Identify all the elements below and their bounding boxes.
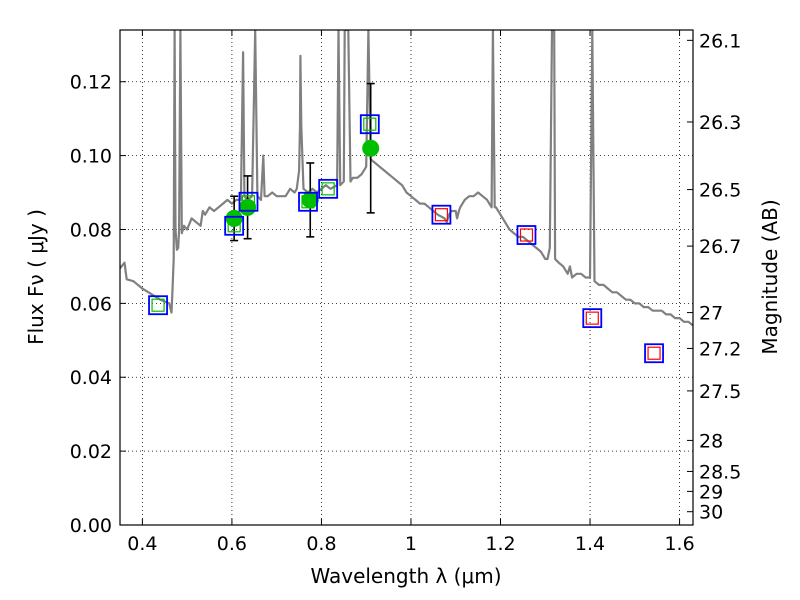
y-tick-label: 0.06 [70,293,112,315]
mag-tick-label: 29 [699,481,723,503]
y-tick-label: 0.00 [70,515,112,537]
grid [120,30,693,526]
mag-tick-label: 28 [699,430,723,452]
model-photometry-square [359,114,380,135]
x-tick-label: 1.4 [575,533,605,555]
model-photometry-square [431,204,452,225]
model-photometry-inner [151,298,165,312]
y2-axis-title: Magnitude (AB) [758,199,782,354]
model-photometry-square [238,191,259,212]
mag-tick-label: 26.1 [699,30,741,52]
model-photometry-inner [585,311,599,325]
y-tick-label: 0.12 [70,72,112,94]
mag-tick-label: 30 [699,502,723,524]
model-photometry-inner [363,117,377,131]
model-photometry-inner [301,195,315,209]
mag-tick-label: 26.3 [699,112,741,134]
sed-model-line [120,30,693,327]
x-axis-title: Wavelength λ (μm) [310,564,501,588]
model-photometry-inner [647,346,661,360]
mag-tick-label: 26.7 [699,236,741,258]
y-tick-label: 0.02 [70,441,112,463]
model-photometry-square [516,225,537,245]
y-tick-label: 0.08 [70,219,112,241]
observed-point [301,191,319,209]
y-axis-title: Flux Fν ( μJy ) [24,209,48,345]
x-tick-label: 1.2 [485,533,515,555]
model-photometry-inner [241,195,256,209]
model-photometry-square [582,308,603,329]
model-photometry-inner [519,228,534,242]
y-tick-label: 0.10 [70,146,112,168]
x-tick-label: 0.6 [217,533,247,555]
plot-frame [119,29,694,526]
x-tick-label: 1 [405,533,417,555]
mag-tick-label: 26.5 [699,180,741,202]
markers [148,82,664,364]
model-photometry-square [298,191,318,212]
plot-area [120,30,693,327]
x-tick-label: 0.4 [127,533,157,555]
model-photometry-inner [227,219,241,233]
model-photometry-square [644,343,664,364]
axes: 0.4 0.6 0.8 1 1.2 1.4 1.6 0.00 0.02 0.04 0.06 0.08 0… [70,30,741,555]
model-photometry-square [148,295,168,316]
model-photometry-square [224,215,245,236]
model-photometry-square [318,178,339,199]
observed-point [362,139,380,157]
x-tick-label: 1.6 [664,533,694,555]
mag-tick-label: 27.2 [699,338,741,360]
observed-point [225,209,243,227]
y-tick-label: 0.04 [70,367,112,389]
mag-tick-label: 28.5 [699,461,741,483]
x-tick-label: 0.8 [306,533,336,555]
mag-tick-label: 27 [699,303,723,325]
mag-tick-label: 27.5 [699,381,741,403]
model-photometry-inner [321,182,335,196]
model-photometry-inner [434,208,449,222]
